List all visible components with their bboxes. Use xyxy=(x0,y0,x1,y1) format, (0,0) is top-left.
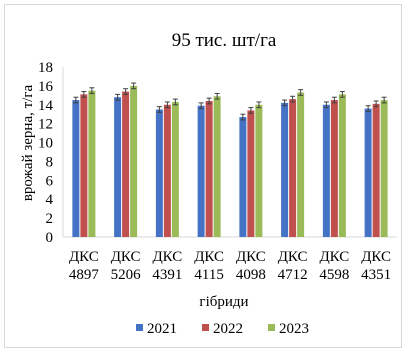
y-tick-label: 0 xyxy=(46,230,54,246)
bar-2022 xyxy=(163,104,171,238)
bar-2023 xyxy=(130,85,138,237)
bar-chart: 95 тис. шт/га врожай зерна, т/га гібриди… xyxy=(20,30,397,337)
y-tick-label: 12 xyxy=(38,117,53,133)
bar-2022 xyxy=(330,100,338,237)
legend-swatch-2022 xyxy=(202,324,209,331)
y-tick-label: 16 xyxy=(38,79,54,95)
bar-2021 xyxy=(364,108,372,237)
y-tick-label: 14 xyxy=(38,98,54,114)
y-tick-label: 8 xyxy=(46,154,54,170)
y-axis-title: врожай зерна, т/га xyxy=(20,85,36,202)
x-tick-label: ДКС 4115 xyxy=(194,249,224,283)
bar-2023 xyxy=(297,92,305,237)
y-tick-label: 18 xyxy=(38,60,53,76)
legend-label-2023: 2023 xyxy=(279,321,309,337)
bar-2023 xyxy=(213,96,221,238)
y-tick-label: 10 xyxy=(38,136,53,152)
y-tick-label: 6 xyxy=(46,173,54,189)
x-tick-label: ДКС 4351 xyxy=(361,249,391,283)
bar-2023 xyxy=(380,100,388,237)
bar-2021 xyxy=(239,117,247,237)
bar-2021 xyxy=(155,109,163,237)
legend-label-2021: 2021 xyxy=(147,321,177,337)
bar-2022 xyxy=(122,91,130,237)
bar-2022 xyxy=(205,101,213,237)
x-tick-label: ДКС 4098 xyxy=(236,249,266,283)
x-tick-label: ДКС 4712 xyxy=(278,249,308,283)
plot-area: 0 2 4 6 8 10 12 14 16 18 ДКС 4897 ДКС 5206 ДКС 4391 ДКС 4… xyxy=(38,60,397,283)
legend: 2021 2022 2023 xyxy=(136,321,309,337)
legend-swatch-2023 xyxy=(268,324,275,331)
x-axis-title: гібриди xyxy=(199,294,248,310)
bar-2022 xyxy=(247,110,255,237)
y-tick-label: 4 xyxy=(46,192,54,208)
chart-title: 95 тис. шт/га xyxy=(172,30,277,51)
bar-2023 xyxy=(255,104,263,238)
bar-2022 xyxy=(289,99,297,237)
bar-2021 xyxy=(114,97,122,237)
legend-swatch-2021 xyxy=(136,324,143,331)
bar-2021 xyxy=(72,100,80,237)
x-tick-label: ДКС 5206 xyxy=(111,249,142,283)
x-tick-label: ДКС 4598 xyxy=(319,249,349,283)
x-tick-label: ДКС 4897 xyxy=(69,249,100,283)
x-tick-label: ДКС 4391 xyxy=(152,249,182,283)
bar-2023 xyxy=(88,90,96,237)
bar-2023 xyxy=(338,94,346,237)
bar-2021 xyxy=(281,102,289,237)
bar-2022 xyxy=(372,103,380,237)
chart-frame: 95 тис. шт/га врожай зерна, т/га гібриди… xyxy=(4,4,402,348)
bar-2021 xyxy=(322,104,330,238)
bar-2021 xyxy=(197,105,205,237)
y-tick-label: 2 xyxy=(46,211,54,227)
legend-label-2022: 2022 xyxy=(213,321,243,337)
bar-2023 xyxy=(171,101,179,237)
bar-2022 xyxy=(80,94,88,237)
